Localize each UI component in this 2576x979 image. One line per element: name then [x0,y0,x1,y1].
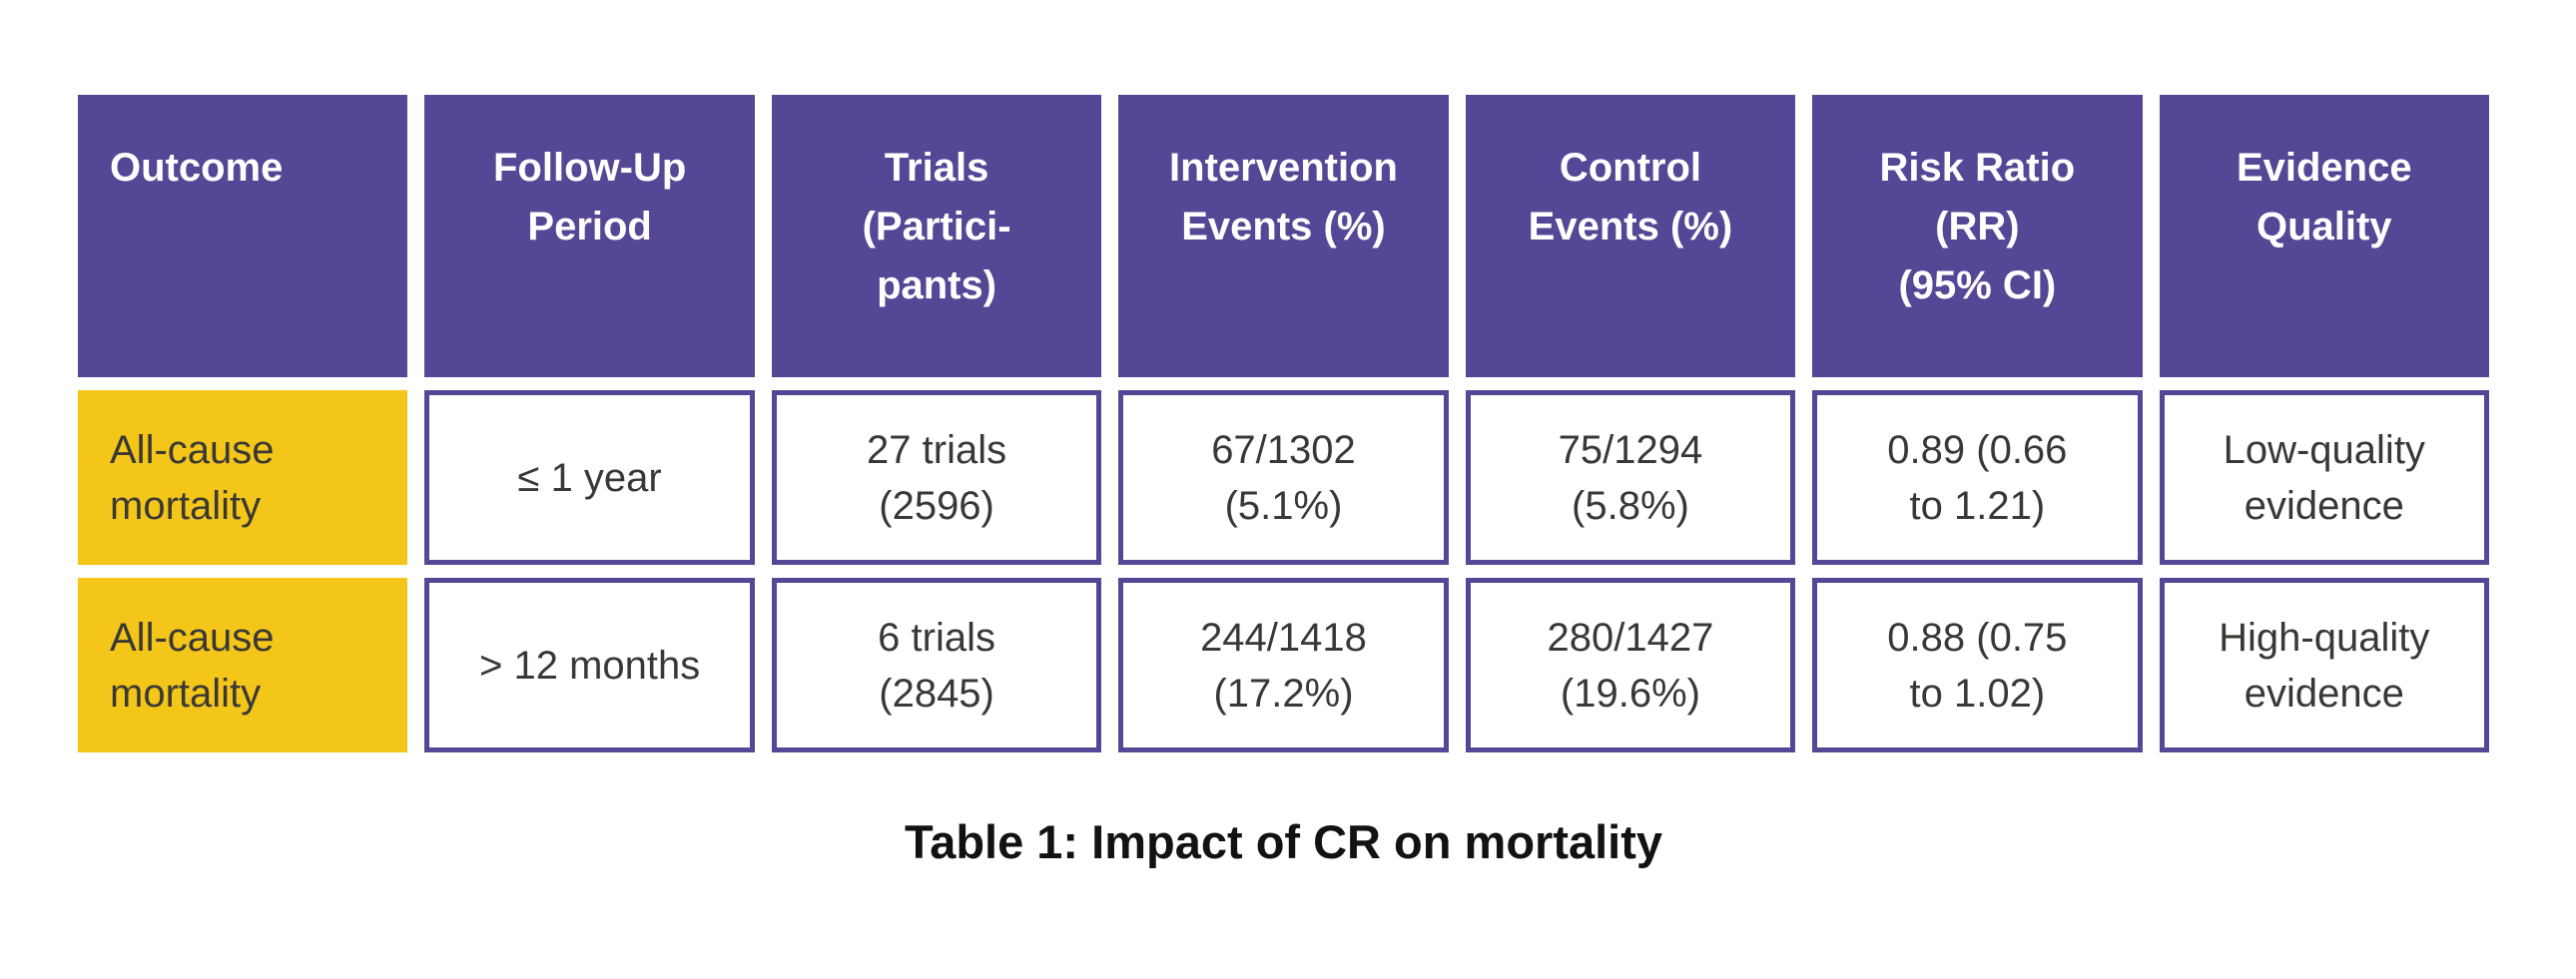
row-1-risk-ratio-cell: 0.89 (0.66 to 1.21) [1812,390,2143,565]
row-2-follow-up-cell: > 12 months [424,578,755,752]
row-1-evidence-quality-cell: Low-quality evidence [2159,390,2489,565]
row-1-trials-cell: 27 trials (2596) [771,390,1102,565]
row-2-control-events-cell: 280/1427 (19.6%) [1465,578,1796,752]
header-cell-follow-up-period: Follow-Up Period [424,95,755,377]
row-2-evidence-quality-cell: High-quality evidence [2159,578,2489,752]
header-cell-risk-ratio: Risk Ratio (RR) (95% CI) [1812,95,2143,377]
header-cell-outcome: Outcome [78,95,408,377]
row-2-trials-cell: 6 trials (2845) [771,578,1102,752]
row-2-risk-ratio-cell: 0.88 (0.75 to 1.02) [1812,578,2143,752]
table-caption: Table 1: Impact of CR on mortality [904,815,1663,868]
row-1-follow-up-cell: ≤ 1 year [424,390,755,565]
row-1-outcome-cell: All-cause mortality [78,390,408,565]
row-1-control-events-cell: 75/1294 (5.8%) [1465,390,1796,565]
row-2-outcome-cell: All-cause mortality [78,578,408,752]
header-cell-trials: Trials (Partici- pants) [771,95,1102,377]
header-cell-control-events: Control Events (%) [1465,95,1796,377]
header-cell-evidence-quality: Evidence Quality [2159,95,2489,377]
row-1-intervention-events-cell: 67/1302 (5.1%) [1118,390,1449,565]
header-cell-intervention-events: Intervention Events (%) [1118,95,1449,377]
mortality-table: Outcome Follow-Up Period Trials (Partici… [78,95,2489,752]
row-2-intervention-events-cell: 244/1418 (17.2%) [1118,578,1449,752]
